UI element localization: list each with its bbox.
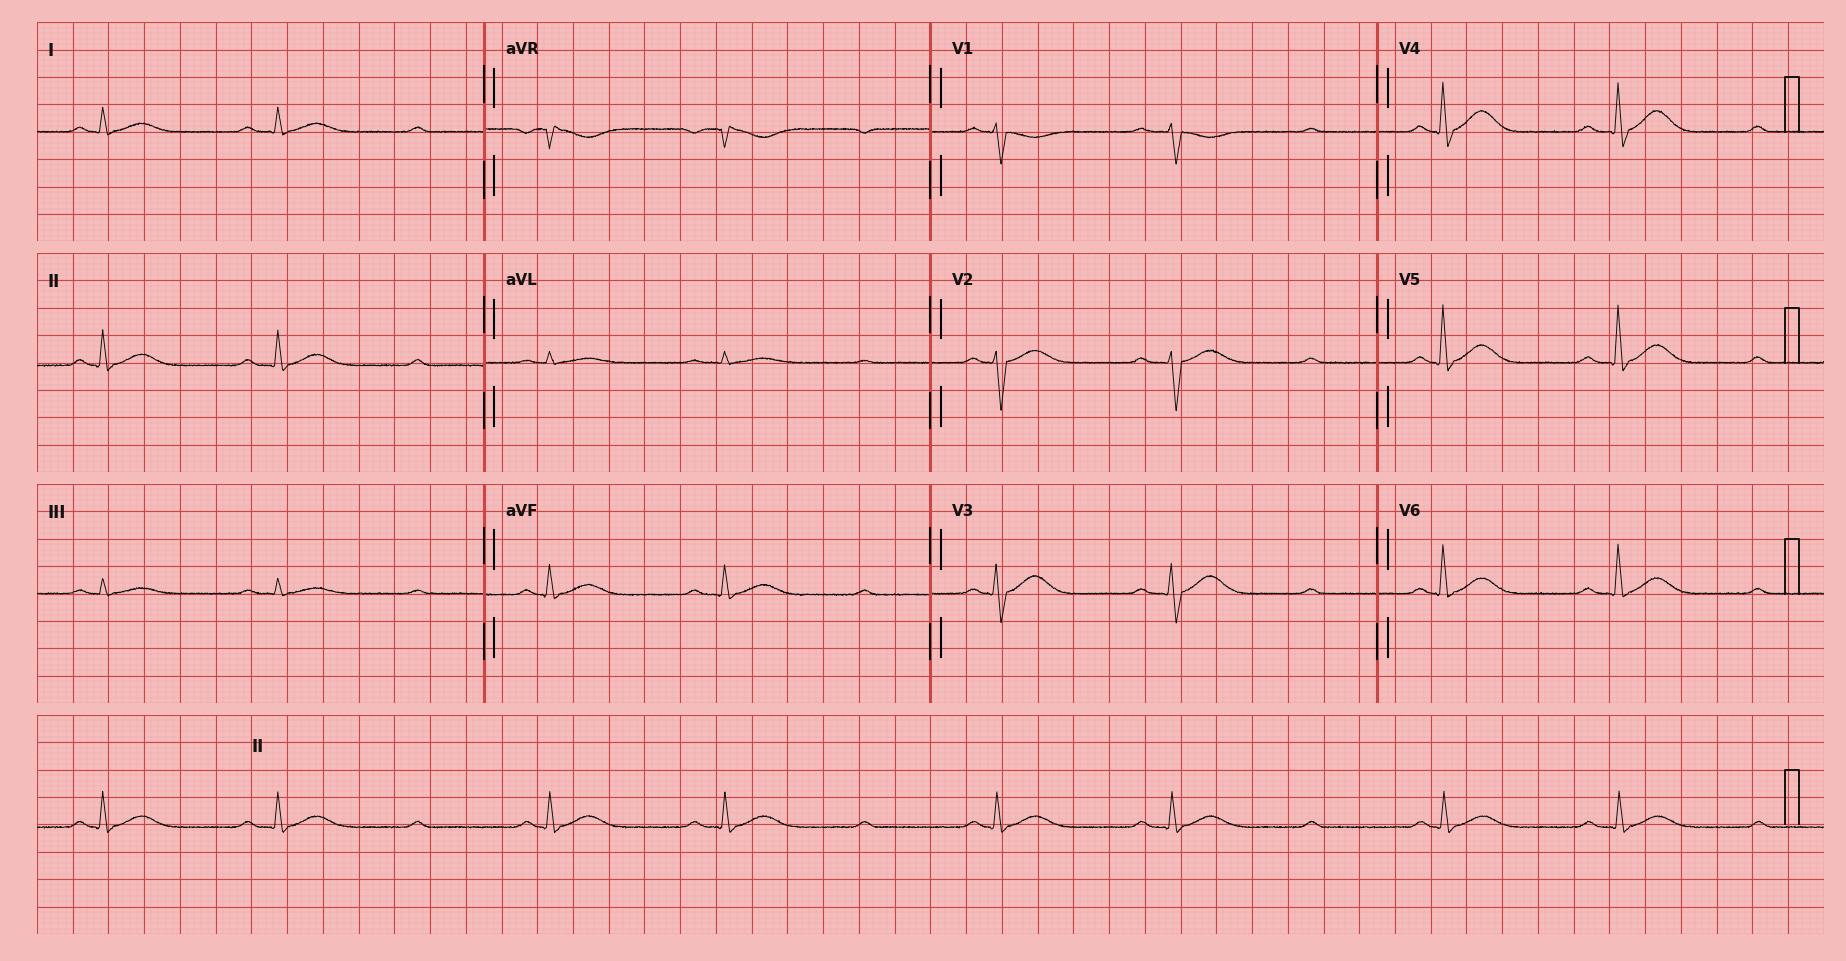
Text: I: I [48,42,54,61]
Text: V3: V3 [953,504,975,519]
Text: III: III [48,504,66,522]
Text: aVR: aVR [506,42,539,58]
Text: V4: V4 [1399,42,1421,58]
Text: V6: V6 [1399,504,1421,519]
Text: aVF: aVF [506,504,537,519]
Text: V2: V2 [953,273,975,288]
Text: V1: V1 [953,42,975,58]
Text: II: II [251,737,264,755]
Text: V5: V5 [1399,273,1421,288]
Text: aVL: aVL [506,273,537,288]
Text: II: II [48,273,59,291]
